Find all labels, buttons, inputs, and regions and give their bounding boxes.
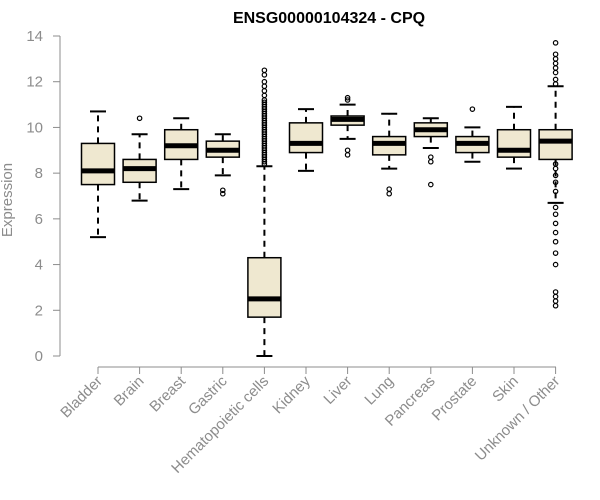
x-tick-label-lung: Lung [361, 373, 397, 409]
box-unknown-other [538, 40, 573, 309]
outlier-point [552, 51, 559, 58]
outlier-point [552, 293, 559, 300]
outlier-point [552, 76, 559, 83]
box-kidney [288, 108, 324, 172]
outlier-point [261, 67, 268, 74]
outlier-point [552, 188, 559, 195]
outlier-point [344, 152, 351, 158]
box-iqr [288, 122, 324, 154]
box-pancreas [413, 117, 449, 188]
outlier-point [552, 179, 559, 186]
outlier-point [136, 115, 143, 122]
outlier-point [427, 181, 434, 188]
outlier-point [427, 158, 434, 165]
x-tick-label-brain: Brain [111, 373, 148, 410]
outlier-point [552, 302, 559, 309]
x-tick-label-prostate: Prostate [429, 373, 481, 425]
outlier-point [552, 229, 559, 236]
box-lung [371, 112, 407, 197]
x-tick-label-kidney: Kidney [269, 372, 314, 417]
outlier-point [552, 65, 559, 71]
outlier-point [220, 187, 226, 194]
outlier-point [552, 172, 559, 179]
outlier-point [552, 238, 559, 245]
outlier-point [552, 40, 559, 46]
y-axis-ticks: 0 2 4 6 8 10 12 14 [26, 28, 60, 365]
y-tick-label: 4 [35, 257, 43, 274]
outlier-point [552, 56, 559, 62]
outlier-point [344, 94, 351, 101]
outlier-point [220, 190, 226, 197]
box-iqr [80, 142, 116, 186]
box-brain [122, 115, 157, 202]
box-skin [496, 105, 532, 170]
x-tick-label-bladder: Bladder [57, 373, 106, 422]
outlier-point [552, 220, 559, 227]
outlier-point [386, 186, 393, 192]
box-bladder [80, 110, 116, 239]
outlier-point [552, 250, 559, 256]
outlier-point [344, 97, 351, 103]
box-iqr [247, 256, 282, 318]
outlier-point [552, 161, 559, 167]
outlier-point [552, 165, 559, 172]
outlier-point [427, 154, 434, 160]
box-hematopoietic-cells [247, 67, 282, 357]
x-tick-label-breast: Breast [146, 372, 189, 415]
outlier-point [552, 69, 559, 76]
box-series [80, 40, 573, 357]
outlier-point [552, 289, 559, 295]
box-liver [330, 94, 365, 158]
y-tick-label: 0 [35, 348, 43, 365]
box-iqr [496, 128, 532, 158]
chart-title: ENSG00000104324 - CPQ [233, 10, 425, 27]
outlier-point [261, 78, 268, 85]
outlier-point [344, 147, 351, 154]
x-tick-label-liver: Liver [320, 373, 355, 408]
outlier-point [552, 60, 559, 67]
y-tick-label: 12 [26, 74, 43, 91]
outlier-point [261, 83, 268, 90]
box-breast [163, 117, 199, 191]
outlier-point [261, 99, 268, 106]
y-tick-label: 10 [26, 119, 43, 136]
y-tick-label: 6 [35, 211, 43, 228]
y-tick-label: 2 [35, 302, 43, 319]
y-axis-label: Expression [0, 163, 16, 237]
box-prostate [455, 106, 490, 163]
box-gastric [205, 133, 241, 197]
box-iqr [538, 128, 573, 161]
outlier-point [261, 88, 268, 94]
outlier-point [552, 204, 559, 211]
y-tick-label: 14 [26, 28, 43, 45]
y-tick-label: 8 [35, 165, 43, 182]
outlier-point [469, 106, 476, 112]
outlier-point [261, 72, 268, 78]
x-tick-label-skin: Skin [489, 373, 522, 406]
outlier-point [386, 190, 393, 197]
outlier-point [552, 298, 559, 304]
outlier-point [552, 211, 559, 218]
outlier-point [552, 261, 559, 268]
outlier-point [261, 92, 268, 99]
